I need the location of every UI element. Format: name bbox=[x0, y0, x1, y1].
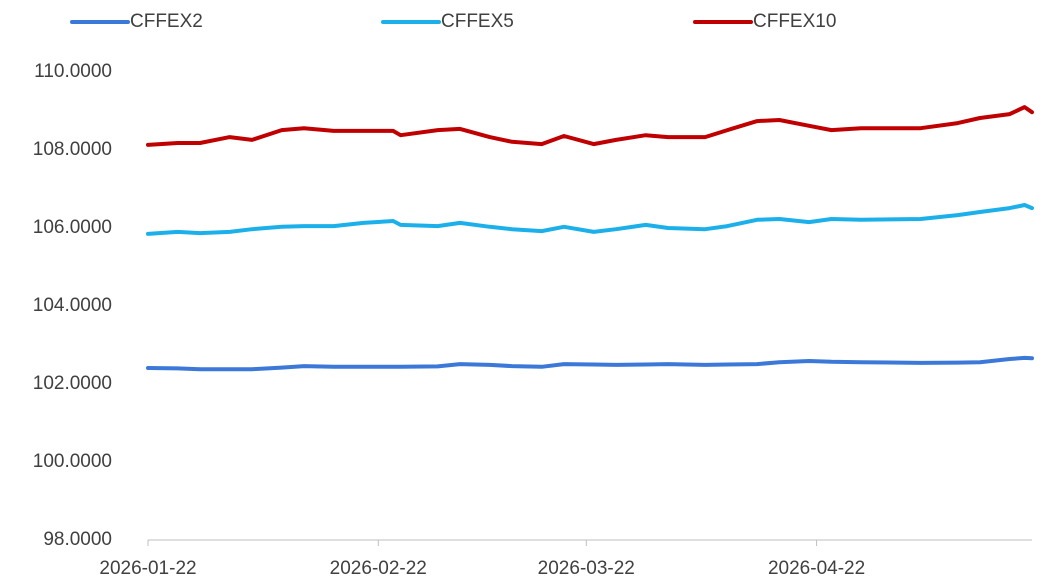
x-tick-label: 2026-04-22 bbox=[768, 558, 865, 579]
y-tick-label: 108.0000 bbox=[33, 139, 112, 160]
y-tick-label: 98.0000 bbox=[43, 529, 112, 550]
x-tick-label: 2026-03-22 bbox=[538, 558, 635, 579]
x-tick-label: 2026-01-22 bbox=[99, 558, 196, 579]
x-tick-label: 2026-02-22 bbox=[330, 558, 427, 579]
series-line bbox=[146, 203, 1034, 236]
series-line bbox=[146, 105, 1034, 147]
y-tick-label: 104.0000 bbox=[33, 295, 112, 316]
y-tick-label: 100.0000 bbox=[33, 451, 112, 472]
y-tick-label: 106.0000 bbox=[33, 217, 112, 238]
y-tick-label: 110.0000 bbox=[34, 61, 112, 82]
legend-label: CFFEX5 bbox=[441, 11, 514, 32]
series-line bbox=[146, 355, 1034, 372]
legend-label: CFFEX10 bbox=[753, 11, 836, 32]
legend-label: CFFEX2 bbox=[130, 11, 203, 32]
y-tick-label: 102.0000 bbox=[33, 373, 112, 394]
